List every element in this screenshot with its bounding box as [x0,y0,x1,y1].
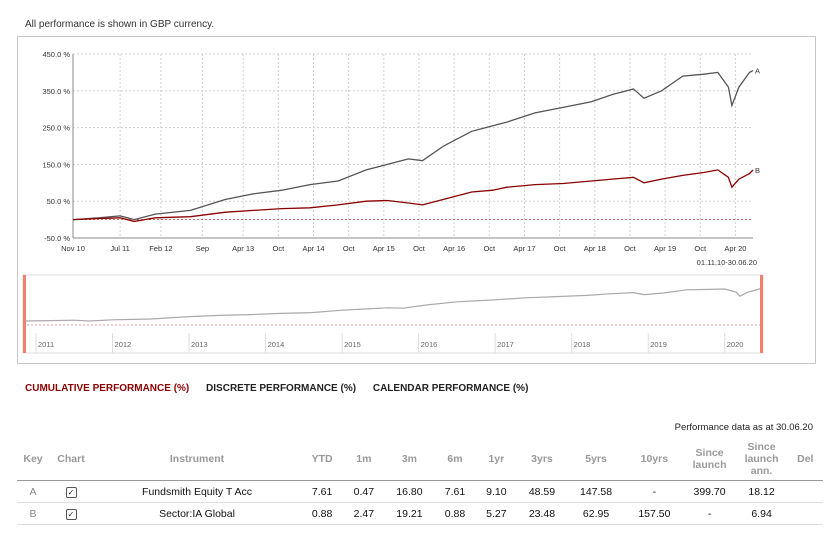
col-since-launch: Since launch [683,438,736,481]
navigator-year-label: 2015 [344,340,361,349]
cell-1m: 2.47 [343,502,385,525]
currency-note: All performance is shown in GBP currency… [25,19,215,30]
tab-calendar[interactable]: CALENDAR PERFORMANCE (%) [372,383,529,394]
navigator-year-label: 2016 [421,340,438,349]
col-5yrs: 5yrs [566,438,626,481]
col-chart: Chart [49,438,93,481]
chart-panel: 450.0 % 350.0 % 250.0 % 150.0 % 50.0 % -50.0 … [17,36,816,364]
table-row: A ✓ Fundsmith Equity T Acc 7.61 0.47 16.… [17,480,823,503]
tab-discrete[interactable]: DISCRETE PERFORMANCE (%) [206,383,357,394]
x-tick-label: Oct [694,244,707,253]
performance-chart[interactable]: 450.0 % 350.0 % 250.0 % 150.0 % 50.0 % -50.0 … [18,37,815,363]
instrument-name: Fundsmith Equity T Acc [93,480,301,503]
instrument-name: Sector:IA Global [93,502,301,525]
y-tick-label: 350.0 % [42,87,70,96]
table-row: B ✓ Sector:IA Global 0.88 2.47 19.21 0.8… [17,502,823,525]
x-tick-label: Sep [196,244,209,253]
col-1m: 1m [343,438,385,481]
x-tick-label: Oct [413,244,426,253]
series-line-B [72,169,754,223]
y-tick-label: 450.0 % [42,50,70,59]
cell-5yrs: 62.95 [566,502,626,525]
y-tick-label: -50.0 % [44,234,70,243]
cell-1m: 0.47 [343,480,385,503]
cell-1yr: 9.10 [475,480,518,503]
x-tick-label: Apr 19 [654,244,676,253]
x-tick-label: Feb 12 [149,244,172,253]
navigator-handle-left [23,275,26,353]
navigator-series [22,288,764,322]
cell-3m: 16.80 [384,480,435,503]
row-key: B [17,502,49,525]
col-3m: 3m [384,438,435,481]
navigator-year-label: 2018 [574,340,591,349]
cell-10yrs: - [625,480,684,503]
cell-1yr: 5.27 [475,502,518,525]
y-tick-label: 150.0 % [42,160,70,169]
col-6m: 6m [434,438,476,481]
col-del: Del [787,438,823,481]
date-range-label: 01.11.10-30.06.20 [697,258,757,267]
performance-tabs: CUMULATIVE PERFORMANCE (%) DISCRETE PERF… [25,383,542,394]
chart-checkbox[interactable]: ✓ [65,486,77,498]
cell-since-launch: - [683,502,736,525]
col-10yrs: 10yrs [625,438,684,481]
x-tick-label: Apr 20 [724,244,746,253]
x-tick-label: Jul 11 [110,244,129,253]
cell-3yrs: 23.48 [517,502,567,525]
cell-5yrs: 147.58 [566,480,626,503]
cell-del[interactable] [787,480,823,503]
col-key: Key [17,438,49,481]
series-label-A: A [755,67,760,76]
col-1yr: 1yr [475,438,518,481]
navigator-year-label: 2017 [497,340,514,349]
series-label-B: B [755,166,760,175]
performance-table: Key Chart Instrument YTD 1m 3m 6m 1yr 3y… [17,438,823,525]
navigator-year-label: 2011 [38,340,54,349]
chart-checkbox[interactable]: ✓ [65,508,77,520]
cell-since-launch-ann: 18.12 [735,480,788,503]
x-tick-label: Oct [273,244,286,253]
navigator-year-label: 2013 [191,340,208,349]
series-line-A [72,70,754,221]
navigator-year-label: 2012 [115,340,132,349]
cell-since-launch: 399.70 [683,480,736,503]
cell-del[interactable] [787,502,823,525]
col-ytd: YTD [301,438,344,481]
col-instrument: Instrument [93,438,301,481]
x-tick-label: Apr 16 [443,244,465,253]
x-tick-label: Apr 14 [302,244,324,253]
y-tick-label: 50.0 % [47,197,71,206]
x-tick-label: Oct [343,244,356,253]
navigator-year-label: 2019 [650,340,667,349]
cell-6m: 7.61 [434,480,476,503]
y-tick-label: 250.0 % [42,124,70,133]
x-tick-label: Apr 13 [232,244,254,253]
x-tick-label: Nov 10 [61,244,85,253]
col-3yrs: 3yrs [517,438,567,481]
cell-since-launch-ann: 6.94 [735,502,788,525]
x-tick-label: Apr 17 [513,244,535,253]
navigator-year-label: 2020 [727,340,744,349]
x-tick-label: Apr 18 [584,244,606,253]
navigator-handle-right [760,275,763,353]
cell-3yrs: 48.59 [517,480,567,503]
col-since-launch-ann: Since launch ann. [735,438,788,481]
cell-3m: 19.21 [384,502,435,525]
row-key: A [17,480,49,503]
x-tick-label: Oct [554,244,567,253]
cell-ytd: 7.61 [301,480,344,503]
cell-6m: 0.88 [434,502,476,525]
navigator-year-label: 2014 [268,340,285,349]
tab-cumulative[interactable]: CUMULATIVE PERFORMANCE (%) [25,383,190,394]
cell-ytd: 0.88 [301,502,344,525]
x-tick-label: Apr 15 [373,244,395,253]
as-of-date: Performance data as at 30.06.20 [674,422,813,433]
x-tick-label: Oct [624,244,637,253]
x-tick-label: Oct [483,244,496,253]
cell-10yrs: 157.50 [625,502,684,525]
